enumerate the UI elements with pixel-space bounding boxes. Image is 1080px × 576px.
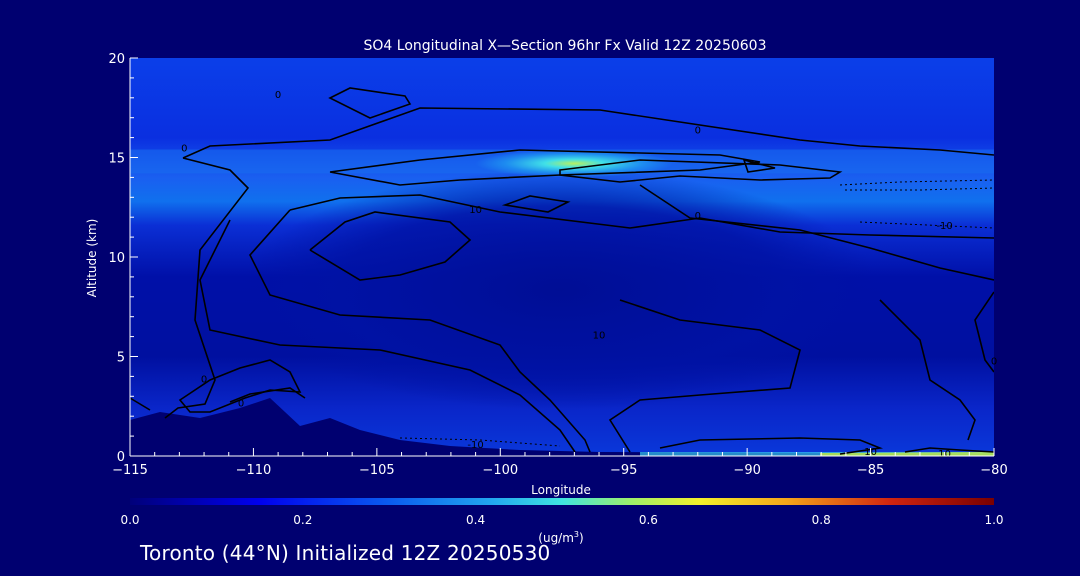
contour-label: 0 — [991, 356, 997, 367]
contour-label: 0 — [275, 90, 281, 101]
x-tick-label: −115 — [112, 463, 148, 478]
y-tick-label: 5 — [117, 351, 125, 366]
terrain-mask — [130, 398, 994, 456]
contour-label: 0 — [181, 144, 187, 155]
contour-label: 0 — [695, 211, 701, 222]
colorbar-tick-label: 0.2 — [293, 513, 312, 527]
colorbar — [130, 498, 994, 505]
colorbar-tick-label: 0.6 — [639, 513, 658, 527]
x-tick-label: −80 — [980, 463, 1007, 478]
colorbar-ticks: 0.0 0.2 0.4 0.6 0.8 1.0 — [120, 513, 1003, 527]
y-tick-label: 0 — [117, 450, 125, 465]
x-tick-label: −90 — [733, 463, 760, 478]
y-axis-label: Altitude (km) — [85, 219, 99, 298]
y-tick-label: 15 — [108, 152, 125, 167]
x-axis-label: Longitude — [531, 483, 591, 497]
x-tick-label: −110 — [236, 463, 272, 478]
x-axis: −115 −110 −105 −100 −95 −90 −85 −80 — [112, 448, 1008, 478]
contour-label: 10 — [593, 331, 606, 342]
colorbar-tick-label: 0.0 — [120, 513, 139, 527]
colorbar-tick-label: 1.0 — [984, 513, 1003, 527]
contour-label: -10 — [936, 221, 952, 232]
contour-label: 10 — [469, 205, 482, 216]
x-tick-label: −85 — [857, 463, 884, 478]
y-tick-label: 20 — [108, 52, 125, 67]
colorbar-unit-label: (ug/m3) — [538, 530, 583, 545]
contour-lines-dashed — [399, 179, 994, 447]
contour-label: -10 — [467, 440, 483, 451]
y-tick-label: 10 — [108, 251, 125, 266]
contour-label: 0 — [238, 398, 244, 409]
contour-label: 0 — [695, 126, 701, 137]
y-axis: 0 5 10 15 20 — [108, 52, 138, 465]
chart-title: SO4 Longitudinal X—Section 96hr Fx Valid… — [364, 38, 767, 54]
colorbar-tick-label: 0.4 — [466, 513, 485, 527]
x-tick-label: −100 — [482, 463, 518, 478]
x-tick-label: −105 — [359, 463, 395, 478]
x-tick-label: −95 — [610, 463, 637, 478]
colorbar-tick-label: 0.8 — [812, 513, 831, 527]
contour-label: 0 — [201, 374, 207, 385]
contour-lines — [130, 87, 994, 455]
fill-band-hotspot — [475, 149, 674, 178]
concentration-field — [130, 58, 994, 456]
footer-caption: Toronto (44°N) Initialized 12Z 20250530 — [140, 541, 551, 565]
